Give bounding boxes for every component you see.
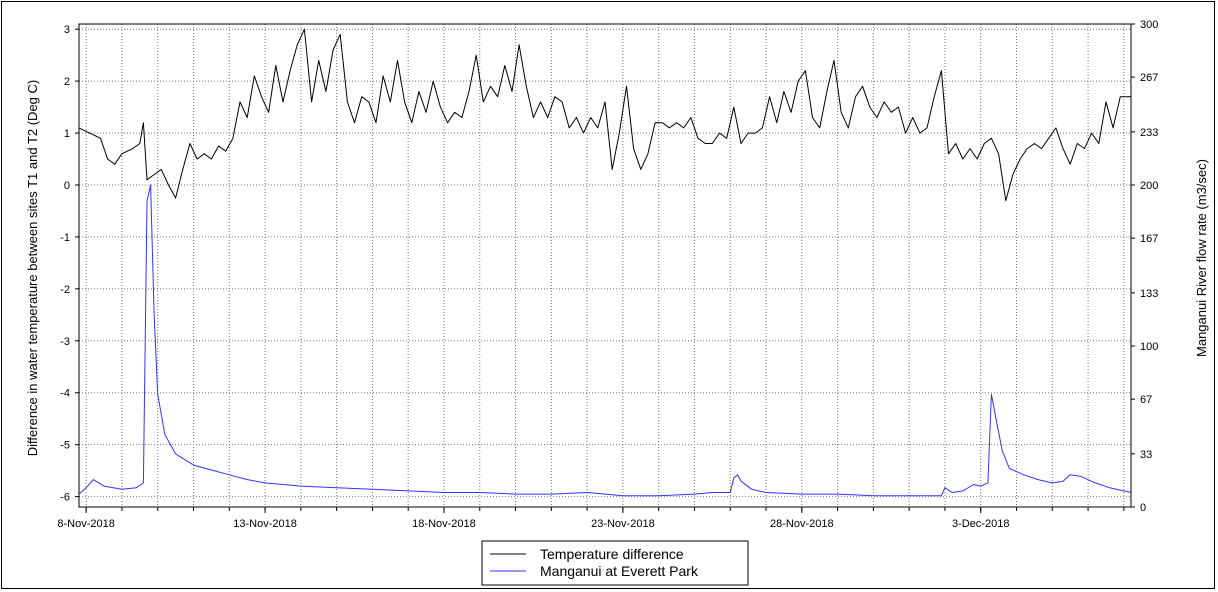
y-right-tick-label: 300 — [1140, 19, 1158, 31]
x-tick-label: 13-Nov-2018 — [233, 518, 297, 530]
series-line-flow — [78, 184, 1132, 497]
y-right-tick-label: 200 — [1140, 180, 1158, 192]
y-axis-right-label: Manganui River flow rate (m3/sec) — [1194, 159, 1209, 357]
y-left-tick-label: -6 — [60, 492, 70, 504]
legend-label-flow: Manganui at Everett Park — [540, 563, 699, 579]
y-left-tick-label: -5 — [60, 440, 70, 452]
y-right-tick-label: 67 — [1140, 394, 1152, 406]
legend: Temperature difference Manganui at Evere… — [481, 540, 749, 586]
x-tick-label: 18-Nov-2018 — [412, 518, 476, 530]
y-left-tick-label: 1 — [64, 128, 70, 140]
y-left-tick-label: -1 — [60, 232, 70, 244]
y-right-tick-label: 267 — [1140, 72, 1158, 84]
y-left-tick-label: -2 — [60, 284, 70, 296]
y-left-tick-label: 3 — [64, 24, 70, 36]
x-tick-label: 28-Nov-2018 — [770, 518, 834, 530]
legend-label-temperature: Temperature difference — [540, 546, 684, 562]
grid-lines — [79, 24, 1131, 507]
x-tick-label: 8-Nov-2018 — [57, 518, 114, 530]
x-tick-label: 23-Nov-2018 — [591, 518, 655, 530]
plot-area — [78, 23, 1132, 508]
y-right-tick-label: 33 — [1140, 449, 1152, 461]
y-right-tick-label: 233 — [1140, 127, 1158, 139]
y-right-tick-label: 100 — [1140, 341, 1158, 353]
y-right-tick-label: 0 — [1140, 502, 1146, 514]
y-right-tick-label: 133 — [1140, 288, 1158, 300]
x-tick-label: 3-Dec-2018 — [952, 518, 1009, 530]
y-left-tick-label: -3 — [60, 336, 70, 348]
ticks: 3 2 1 0 -1 -2 -3 -4 -5 -6 300 267 233 200 167 133 100 67 3… — [57, 19, 1158, 530]
series-layer — [78, 28, 1132, 497]
y-right-tick-label: 167 — [1140, 233, 1158, 245]
y-left-tick-label: 0 — [64, 180, 70, 192]
series-line-temperature — [78, 28, 1131, 202]
y-left-tick-label: 2 — [64, 76, 70, 88]
legend-box — [481, 540, 749, 586]
y-left-tick-label: -4 — [60, 388, 70, 400]
y-axis-left-label: Difference in water temperature between … — [25, 80, 40, 456]
